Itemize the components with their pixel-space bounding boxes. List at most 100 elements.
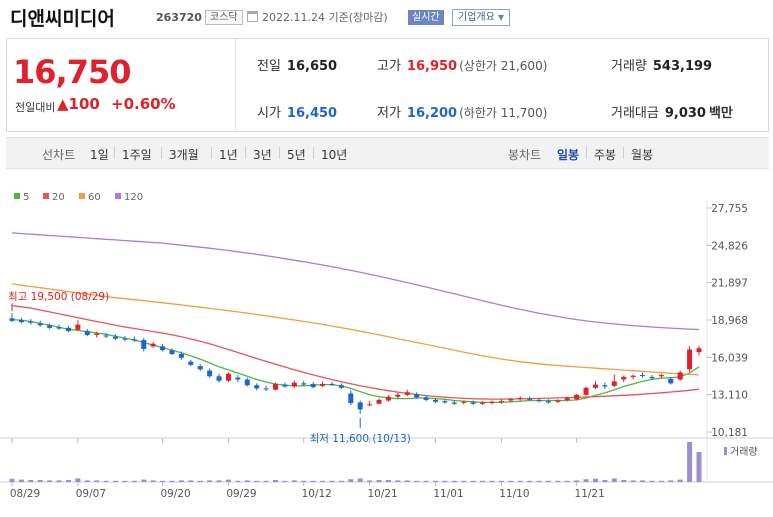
candle-body bbox=[84, 331, 90, 335]
line-chart-label: 선차트 bbox=[42, 148, 76, 162]
candle-body bbox=[574, 394, 580, 400]
candle-body bbox=[131, 339, 137, 341]
ma-line-60 bbox=[11, 283, 700, 376]
legend-swatch-60 bbox=[79, 193, 85, 199]
high-label: 고가 bbox=[377, 59, 401, 74]
volume-bar bbox=[37, 480, 43, 482]
candle-body bbox=[508, 399, 514, 401]
volume-bar bbox=[696, 452, 702, 482]
volume-bar bbox=[122, 480, 128, 482]
candle-body bbox=[404, 392, 410, 395]
candle-body bbox=[498, 401, 504, 403]
legend-label-60: 60 bbox=[88, 192, 101, 203]
candle-body bbox=[611, 381, 617, 386]
candle-body bbox=[28, 321, 34, 323]
candle-body bbox=[37, 323, 43, 326]
legend-label-120: 120 bbox=[124, 192, 143, 203]
candle-body bbox=[517, 397, 523, 399]
period-3y[interactable]: 3년 bbox=[253, 148, 272, 162]
x-tick-label: 11/01 bbox=[433, 488, 463, 500]
candlestick-chart[interactable]: 5 20 60 120 27,755 24,826 21,897 18,968 16,039 1… bbox=[0, 185, 773, 517]
volume-bar bbox=[207, 480, 213, 482]
candle-monthly[interactable]: 월봉 bbox=[631, 148, 654, 162]
volume-legend-label: 거래량 bbox=[730, 446, 758, 458]
volume-bar bbox=[451, 480, 457, 482]
volume-bar bbox=[338, 480, 344, 482]
volume-bar bbox=[301, 480, 307, 482]
candle-body bbox=[442, 401, 448, 403]
period-5y[interactable]: 5년 bbox=[287, 148, 306, 162]
candle-body bbox=[395, 394, 401, 397]
change-label: 전일대비 bbox=[15, 101, 56, 114]
candle-body bbox=[461, 401, 467, 403]
volume-bar bbox=[555, 480, 561, 482]
volume-bar bbox=[640, 480, 646, 482]
ma-line-120 bbox=[11, 232, 700, 331]
period-1y[interactable]: 1년 bbox=[219, 148, 238, 162]
volume-bar bbox=[677, 479, 683, 482]
volume-bar bbox=[263, 480, 269, 482]
open-price: 시가 16,450 bbox=[257, 102, 337, 121]
candle-body bbox=[94, 333, 100, 335]
candle-body bbox=[310, 383, 316, 388]
candle-daily[interactable]: 일봉 bbox=[557, 148, 580, 162]
candle-body bbox=[536, 399, 542, 402]
volume-bar bbox=[376, 480, 382, 482]
price-summary: 16,750 전일대비 ▲100 +0.60% 전일 16,650 시가 16,45… bbox=[6, 38, 769, 132]
candle-body bbox=[188, 361, 194, 365]
volume-bar bbox=[329, 480, 335, 482]
volume-bar bbox=[470, 480, 476, 482]
candle-body bbox=[18, 320, 24, 323]
stock-code: 263720 bbox=[156, 11, 202, 24]
legend-label-20: 20 bbox=[52, 192, 65, 203]
candle-body bbox=[432, 399, 438, 402]
legend-label-5: 5 bbox=[23, 192, 29, 203]
change-amount: 100 bbox=[68, 95, 100, 113]
volume-bar bbox=[28, 480, 34, 482]
period-3m[interactable]: 3개월 bbox=[169, 148, 199, 162]
candle-body bbox=[150, 343, 156, 347]
volume-bar bbox=[395, 480, 401, 482]
volume-bar bbox=[141, 479, 147, 482]
candle-body bbox=[367, 404, 373, 406]
upper-limit: (상한가 21,600) bbox=[459, 59, 548, 73]
volume-bar bbox=[188, 480, 194, 482]
period-bar: 선차트 1일 1주일 3개월 1년 3년 5년 10년 봉차트 일봉 주봉 월봉 bbox=[6, 137, 769, 169]
candle-body bbox=[357, 402, 363, 410]
current-price: 16,750 bbox=[13, 53, 131, 91]
candle-body bbox=[583, 387, 589, 395]
period-1d[interactable]: 1일 bbox=[90, 148, 109, 162]
period-1w[interactable]: 1주일 bbox=[122, 148, 152, 162]
volume-bars: 거래량 bbox=[9, 442, 758, 482]
candle-body bbox=[338, 385, 344, 388]
volume-bar bbox=[574, 480, 580, 482]
candle-body bbox=[329, 383, 335, 385]
volume-bar bbox=[320, 480, 326, 482]
volume-bar bbox=[404, 480, 410, 482]
market-badge: 코스닥 bbox=[205, 10, 243, 25]
volume-bar bbox=[480, 480, 486, 482]
candle-body bbox=[301, 383, 307, 385]
volume-bar bbox=[291, 480, 297, 482]
candle-body bbox=[9, 318, 15, 321]
quote-date: 2022.11.24 기준(장마감) bbox=[262, 11, 388, 24]
candle-body bbox=[235, 377, 241, 380]
period-10y[interactable]: 10년 bbox=[321, 148, 348, 162]
volume-bar bbox=[47, 480, 53, 482]
candle-weekly[interactable]: 주봉 bbox=[594, 148, 617, 162]
candle-body bbox=[244, 379, 250, 386]
volume-bar bbox=[56, 480, 62, 482]
candle-body bbox=[178, 354, 184, 358]
prev-close-value: 16,650 bbox=[286, 59, 338, 74]
corp-overview-dropdown[interactable]: 기업개요 ▼ bbox=[452, 9, 510, 26]
candle-body bbox=[65, 327, 71, 332]
realtime-button[interactable]: 실시간 bbox=[408, 10, 444, 25]
candle-body bbox=[122, 338, 128, 340]
candle-body bbox=[75, 324, 81, 330]
amount-value: 9,030 bbox=[664, 106, 706, 121]
volume-bar bbox=[282, 480, 288, 482]
x-tick-label: 09/07 bbox=[76, 488, 106, 500]
up-arrow-icon: ▲ bbox=[57, 95, 69, 113]
candle-body bbox=[254, 385, 260, 389]
volume-bar bbox=[498, 480, 504, 482]
